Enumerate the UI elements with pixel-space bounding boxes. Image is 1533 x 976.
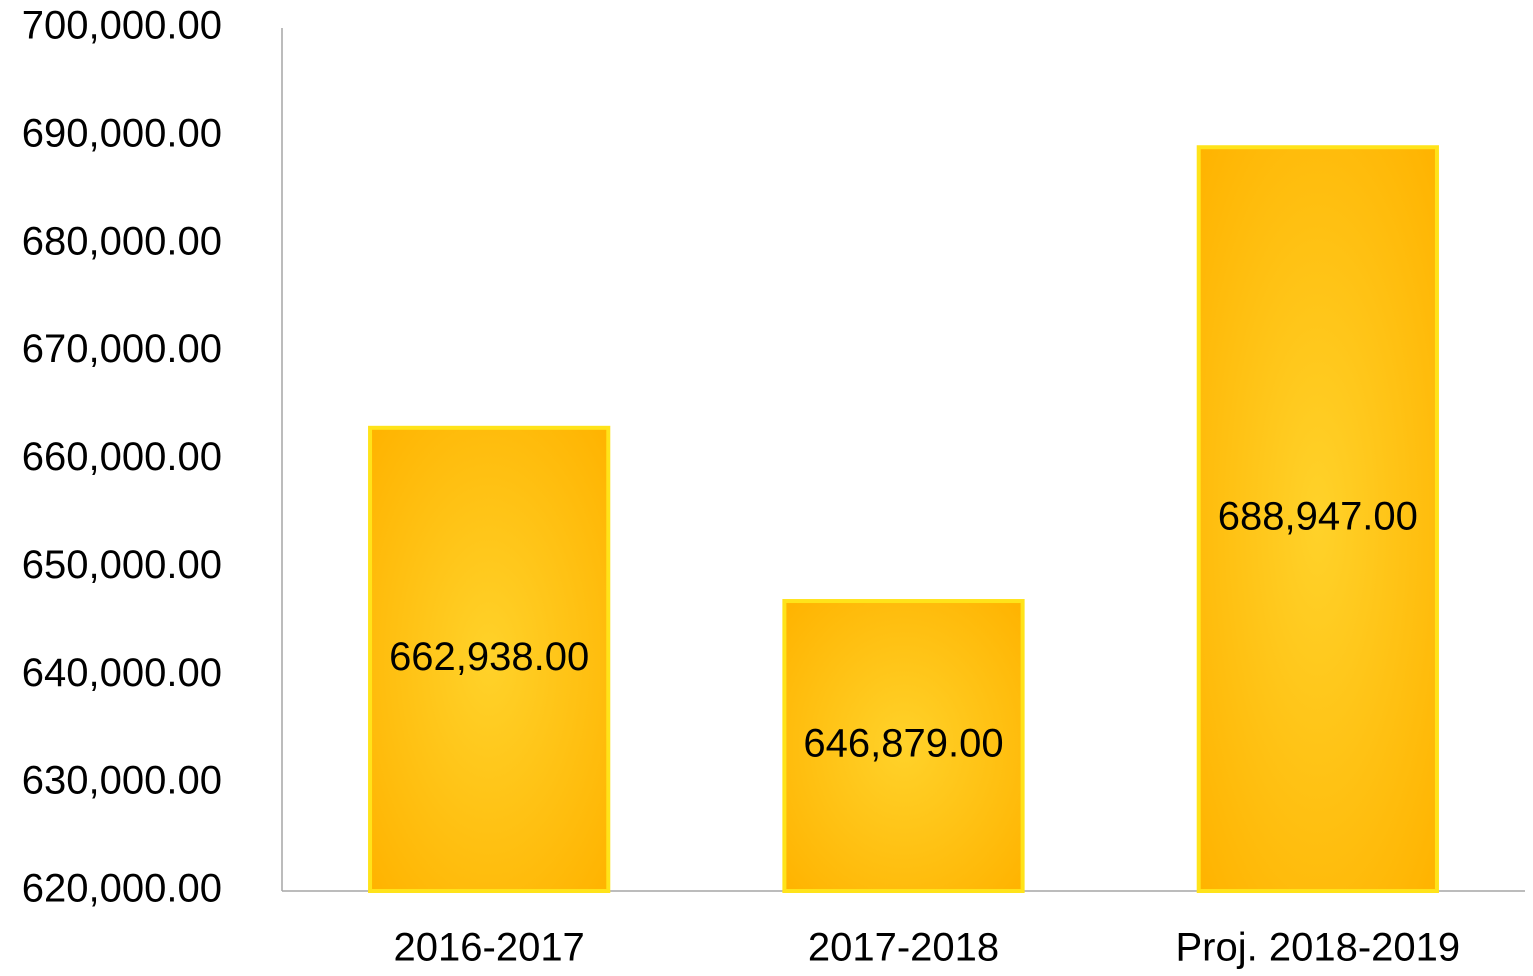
y-tick-label: 680,000.00 bbox=[22, 219, 222, 263]
y-tick-label: 640,000.00 bbox=[22, 651, 222, 695]
y-tick-label: 670,000.00 bbox=[22, 327, 222, 371]
y-tick-label: 690,000.00 bbox=[22, 111, 222, 155]
y-tick-label: 630,000.00 bbox=[22, 759, 222, 803]
bar bbox=[782, 599, 1025, 893]
data-label: 646,879.00 bbox=[803, 722, 1003, 766]
x-tick-label: Proj. 2018-2019 bbox=[1176, 926, 1461, 970]
data-label: 688,947.00 bbox=[1218, 495, 1418, 539]
data-label: 662,938.00 bbox=[389, 635, 589, 679]
bar bbox=[368, 425, 611, 893]
x-tick-label: 2017-2018 bbox=[808, 926, 999, 970]
x-tick-label: 2016-2017 bbox=[394, 926, 585, 970]
bar bbox=[1196, 145, 1439, 893]
y-tick-label: 620,000.00 bbox=[22, 867, 222, 911]
y-tick-label: 700,000.00 bbox=[22, 4, 222, 48]
y-tick-label: 660,000.00 bbox=[22, 435, 222, 479]
y-tick-label: 650,000.00 bbox=[22, 543, 222, 587]
